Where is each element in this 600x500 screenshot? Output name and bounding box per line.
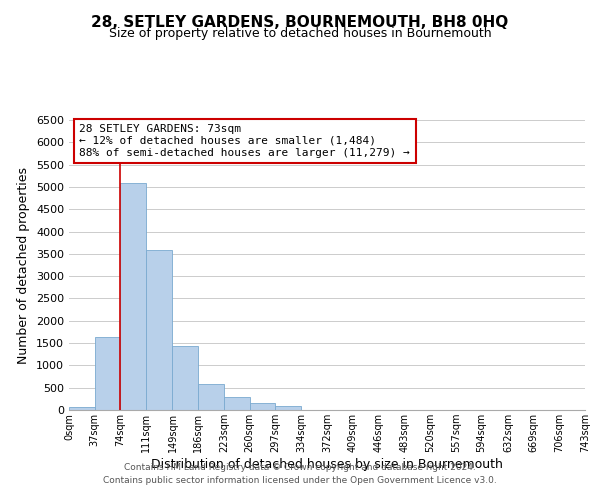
Text: 28, SETLEY GARDENS, BOURNEMOUTH, BH8 0HQ: 28, SETLEY GARDENS, BOURNEMOUTH, BH8 0HQ (91, 15, 509, 30)
Bar (250, 404, 275, 410)
Bar (69, 407, 95, 410)
Text: Contains public sector information licensed under the Open Government Licence v3: Contains public sector information licen… (103, 476, 497, 485)
X-axis label: Distribution of detached houses by size in Bournemouth: Distribution of detached houses by size … (151, 458, 503, 471)
Y-axis label: Number of detached properties: Number of detached properties (17, 166, 31, 364)
Bar (275, 406, 301, 410)
Text: 28 SETLEY GARDENS: 73sqm
← 12% of detached houses are smaller (1,484)
88% of sem: 28 SETLEY GARDENS: 73sqm ← 12% of detach… (79, 124, 410, 158)
Bar (198, 384, 224, 410)
Bar (121, 184, 146, 410)
Bar (172, 346, 198, 410)
Bar (146, 250, 172, 410)
Text: Size of property relative to detached houses in Bournemouth: Size of property relative to detached ho… (109, 28, 491, 40)
Text: Contains HM Land Registry data © Crown copyright and database right 2024.: Contains HM Land Registry data © Crown c… (124, 464, 476, 472)
Bar (95, 338, 121, 410)
Bar (224, 396, 250, 410)
